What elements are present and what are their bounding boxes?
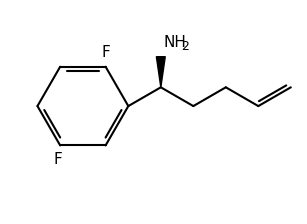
Text: NH: NH (164, 35, 187, 50)
Text: 2: 2 (181, 40, 189, 53)
Text: F: F (54, 152, 63, 167)
Polygon shape (156, 57, 165, 87)
Text: F: F (101, 45, 110, 60)
